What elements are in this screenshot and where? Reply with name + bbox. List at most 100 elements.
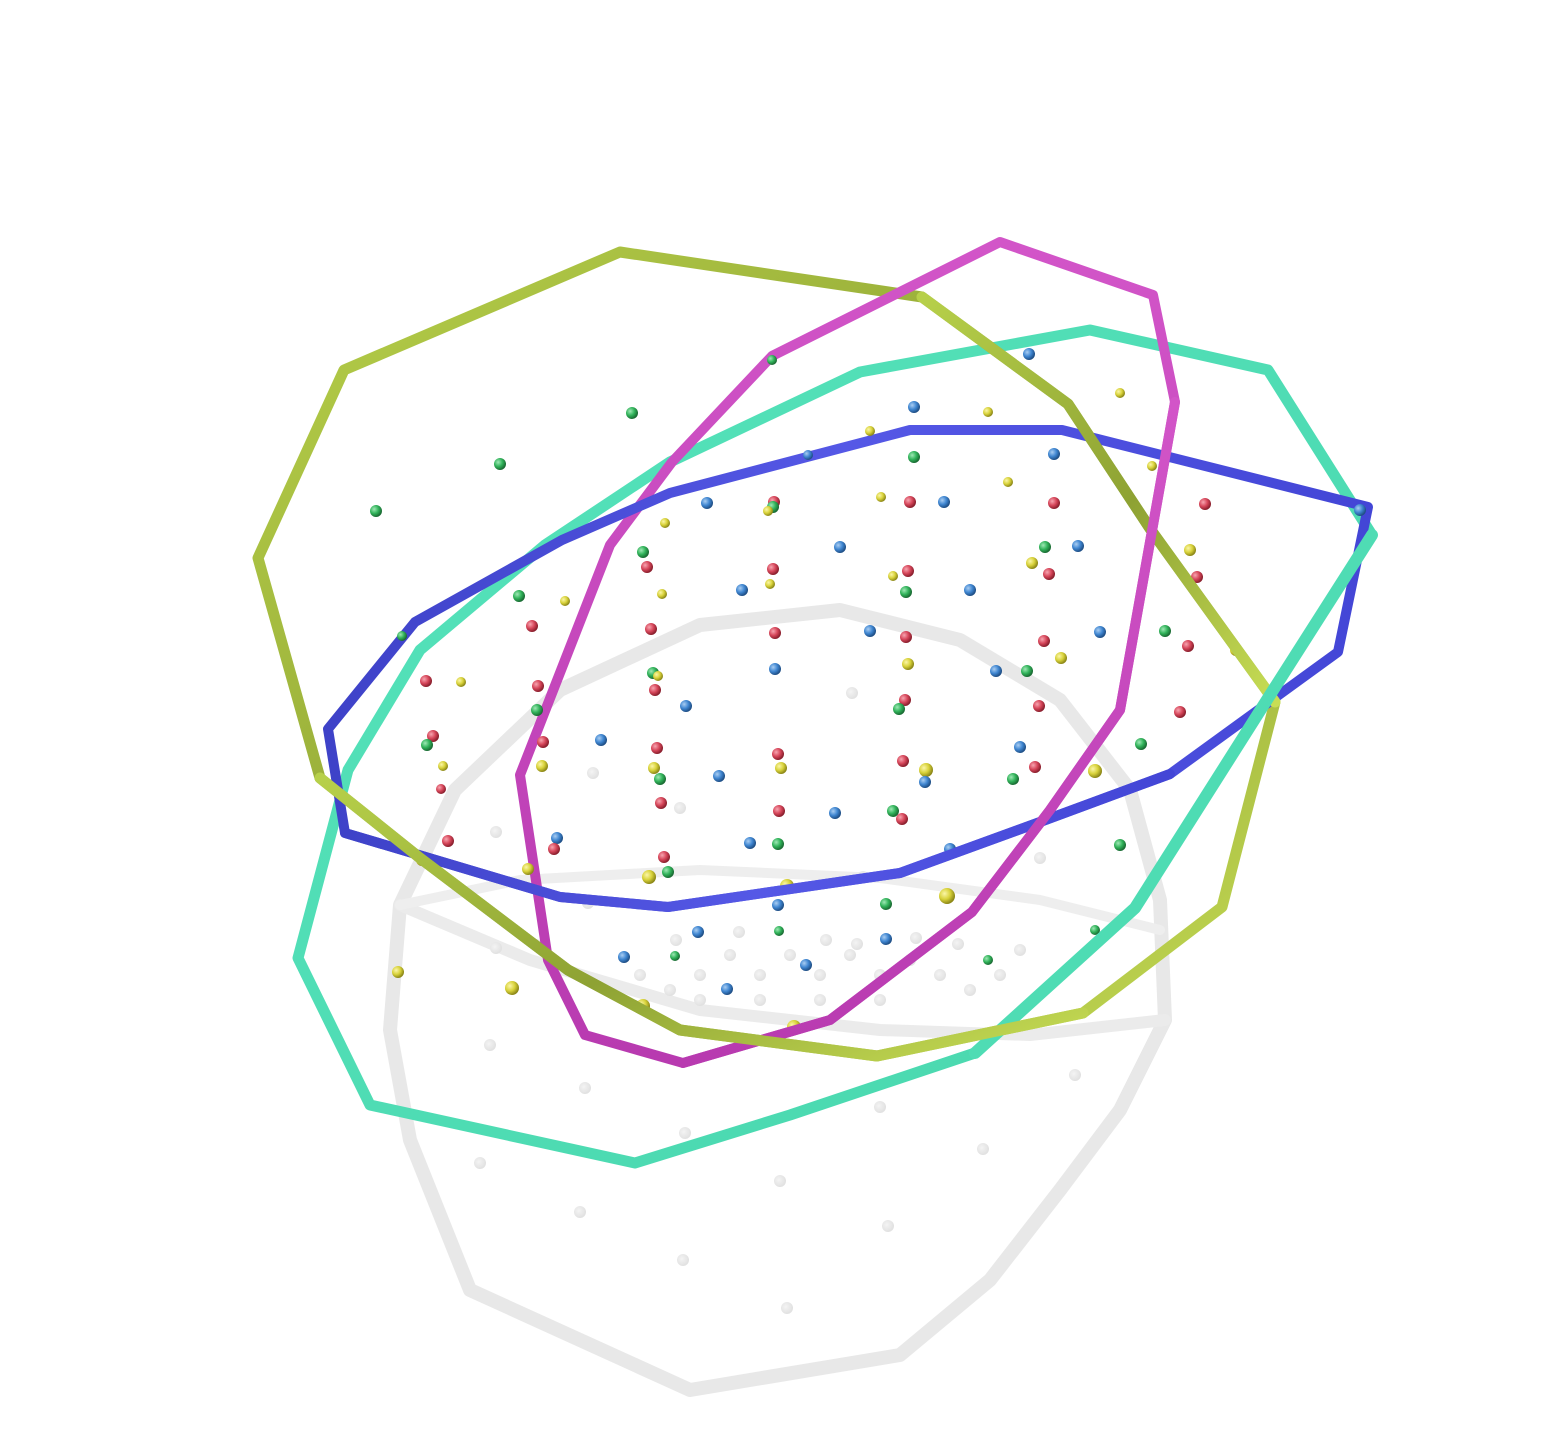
blue-atom-dot <box>551 832 563 844</box>
green-atom-dot <box>654 773 666 785</box>
ghost-dot <box>1034 852 1046 864</box>
blue-atom-dot <box>744 837 756 849</box>
green-atom-dot <box>1090 925 1100 935</box>
ghost-dot <box>694 994 706 1006</box>
ghost-dot <box>490 942 502 954</box>
red-atom-dot <box>773 805 785 817</box>
red-atom-dot <box>532 680 544 692</box>
green-atom-dot <box>880 898 892 910</box>
green-atom-dot <box>893 703 905 715</box>
red-atom-dot <box>442 835 454 847</box>
blue-atom-dot <box>938 496 950 508</box>
red-atom-dot <box>769 627 781 639</box>
red-atom-dot <box>896 813 908 825</box>
red-atom-dot <box>651 742 663 754</box>
ghost-dot <box>694 969 706 981</box>
olive-ring[interactable] <box>252 246 1281 1062</box>
ghost-dot <box>733 926 745 938</box>
atom-dots-layer <box>370 348 1366 1034</box>
red-atom-dot <box>767 563 779 575</box>
ghost-dot <box>677 1254 689 1266</box>
ghost-dot <box>994 969 1006 981</box>
green-atom-dot <box>887 805 899 817</box>
red-atom-dot <box>1033 700 1045 712</box>
red-atom-dot <box>655 797 667 809</box>
blue-atom-dot <box>1014 741 1026 753</box>
green-atom-dot <box>1135 738 1147 750</box>
ghost-dot <box>851 938 863 950</box>
ghost-basket-base <box>383 603 1172 1397</box>
ghost-dot <box>1014 944 1026 956</box>
ghost-dot <box>934 969 946 981</box>
blue-atom-dot <box>919 776 931 788</box>
red-atom-dot <box>772 748 784 760</box>
green-atom-dot <box>1159 625 1171 637</box>
green-atom-dot <box>772 838 784 850</box>
ghost-dot <box>846 687 858 699</box>
yellow-atom-dot <box>505 981 519 995</box>
red-atom-dot <box>1038 635 1050 647</box>
aqua-ring-front-segment <box>969 529 1378 1059</box>
blue-atom-dot <box>618 951 630 963</box>
red-atom-dot <box>548 843 560 855</box>
blue-atom-dot <box>713 770 725 782</box>
green-atom-dot <box>397 631 407 641</box>
green-atom-dot <box>531 704 543 716</box>
green-atom-dot <box>370 505 382 517</box>
ghost-dot <box>874 994 886 1006</box>
blue-atom-dot <box>680 700 692 712</box>
yellow-atom-dot <box>865 426 875 436</box>
ghost-layer <box>383 603 1172 1397</box>
ghost-dot <box>587 767 599 779</box>
red-atom-dot <box>1199 498 1211 510</box>
yellow-atom-dot <box>1184 544 1196 556</box>
ghost-dot <box>844 949 856 961</box>
red-atom-dot <box>649 684 661 696</box>
red-atom-dot <box>897 755 909 767</box>
red-atom-dot <box>900 631 912 643</box>
blue-atom-dot <box>769 663 781 675</box>
red-atom-dot <box>902 565 914 577</box>
blue-atom-dot <box>1354 504 1366 516</box>
yellow-atom-dot <box>919 763 933 777</box>
blue-ring[interactable] <box>323 425 1373 912</box>
green-atom-dot <box>908 451 920 463</box>
red-atom-dot <box>1182 640 1194 652</box>
ghost-dot <box>820 934 832 946</box>
blue-atom-dot <box>908 401 920 413</box>
blue-atom-dot <box>701 497 713 509</box>
yellow-atom-dot <box>642 870 656 884</box>
yellow-atom-dot <box>522 863 534 875</box>
blue-atom-dot <box>736 584 748 596</box>
blue-atom-dot <box>829 807 841 819</box>
olive-ring-front-segment <box>916 291 1281 708</box>
yellow-atom-dot <box>902 658 914 670</box>
yellow-atom-dot <box>392 966 404 978</box>
yellow-atom-dot <box>763 506 773 516</box>
blue-atom-dot <box>964 584 976 596</box>
magenta-ring[interactable] <box>515 237 1180 1068</box>
blue-atom-dot <box>800 959 812 971</box>
red-atom-dot <box>904 496 916 508</box>
blue-atom-dot <box>880 933 892 945</box>
red-atom-dot <box>436 784 446 794</box>
blue-atom-dot <box>834 541 846 553</box>
yellow-atom-dot <box>765 579 775 589</box>
ghost-dot <box>874 1101 886 1113</box>
yellow-atom-dot <box>560 596 570 606</box>
red-atom-dot <box>420 675 432 687</box>
ghost-dot <box>964 984 976 996</box>
red-atom-dot <box>526 620 538 632</box>
ghost-dot <box>724 949 736 961</box>
red-atom-dot <box>1191 571 1203 583</box>
magenta-ring-front-segment <box>678 397 1180 1068</box>
red-atom-dot <box>641 561 653 573</box>
blue-atom-dot <box>990 665 1002 677</box>
green-atom-dot <box>1039 541 1051 553</box>
ghost-dot <box>574 1206 586 1218</box>
green-atom-dot <box>421 739 433 751</box>
red-atom-dot <box>537 736 549 748</box>
ghost-dot <box>579 1082 591 1094</box>
ghost-dot <box>754 994 766 1006</box>
